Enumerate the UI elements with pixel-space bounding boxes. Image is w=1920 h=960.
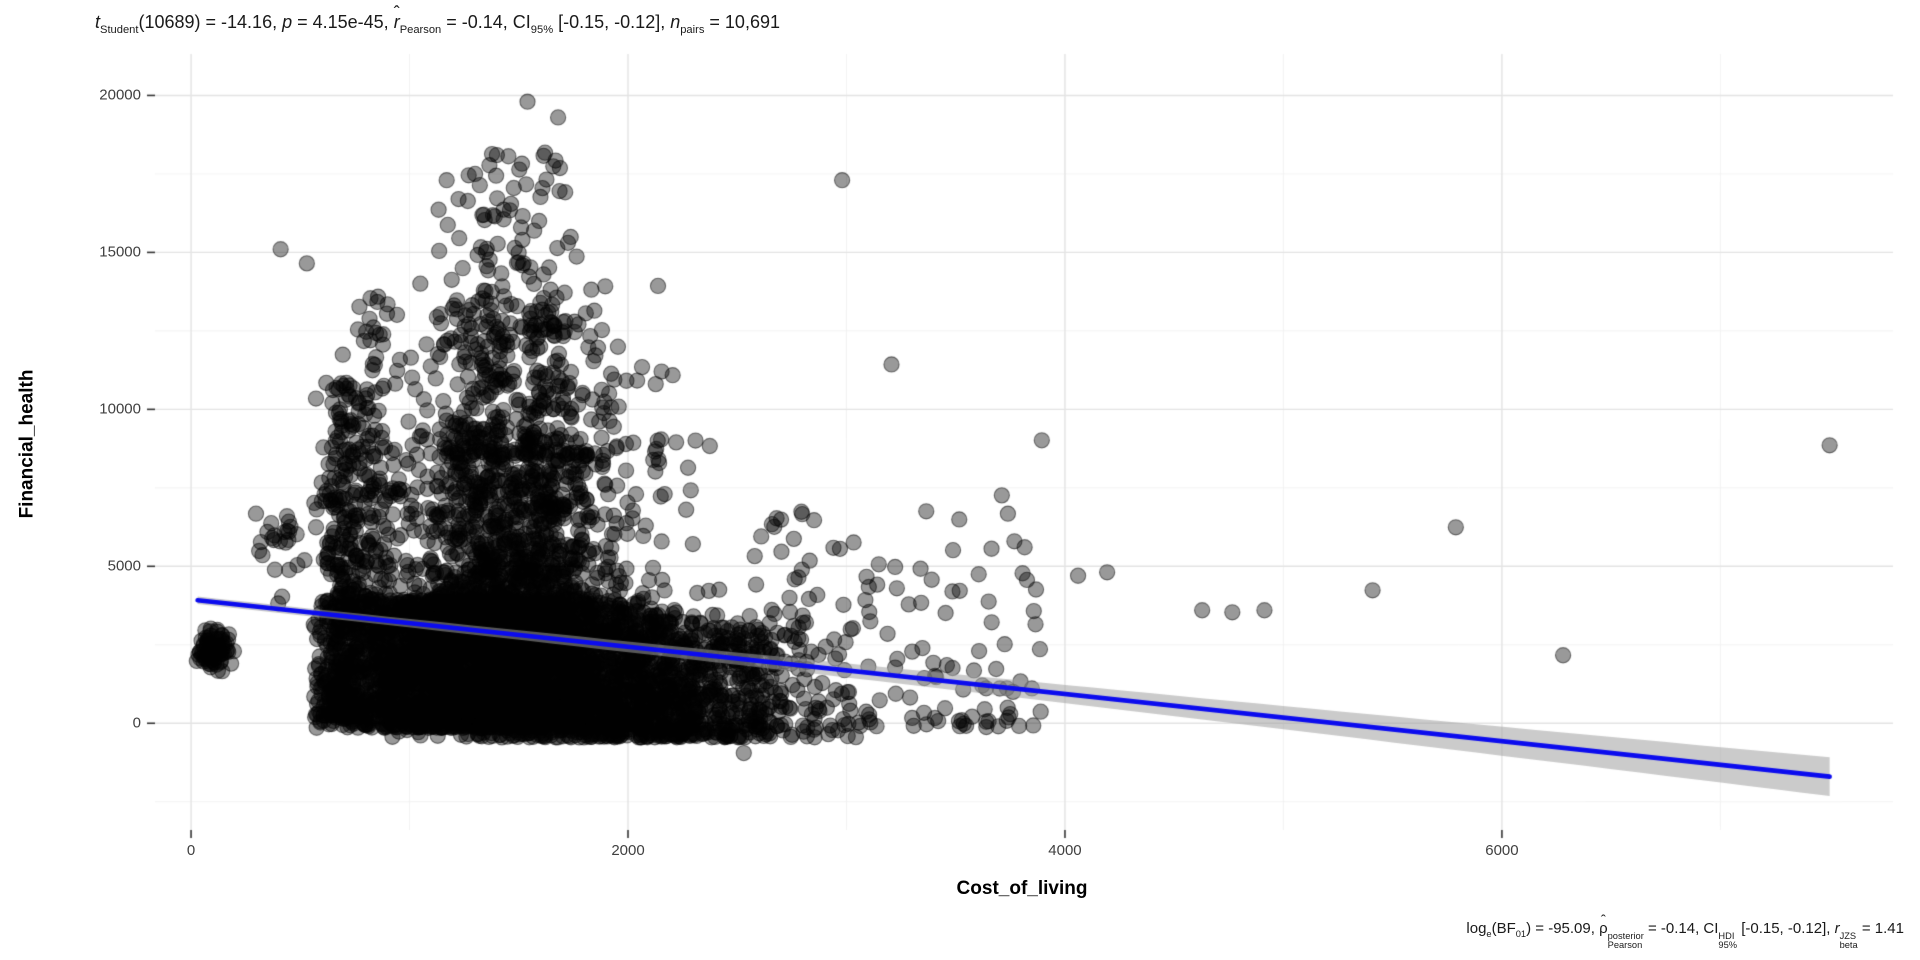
y-tick-label: 20000 xyxy=(99,86,141,104)
title-segment: = 4.15e-45, xyxy=(292,12,394,32)
title-segment: ˆ rPearson xyxy=(393,2,442,37)
y-axis-title-text: Financial_health xyxy=(16,369,38,519)
caption-segment: loge xyxy=(1466,920,1492,940)
y-tick-label: 5000 xyxy=(107,557,141,575)
y-axis-title: Financial_health xyxy=(17,57,39,832)
caption-segment: = -0.14, CI HDI 95% xyxy=(1643,920,1738,951)
y-tick-label: 10000 xyxy=(99,400,141,418)
title-segment: tStudent xyxy=(95,12,139,37)
x-tick-label: 2000 xyxy=(611,842,645,859)
title-segment: p xyxy=(282,12,293,32)
caption-stats: loge(BF01) = -95.09, ˆ ρ posterior Pearson … xyxy=(1466,912,1904,951)
title-segment: (10689) = -14.16, xyxy=(138,12,283,32)
caption-segment: (BF01 xyxy=(1491,920,1527,940)
x-axis-title: Cost_of_living xyxy=(0,878,1920,900)
title-segment: npairs xyxy=(670,12,705,37)
plot-title-stats: tStudent(10689) = -14.16, p = 4.15e-45, … xyxy=(95,2,780,37)
y-tick-label: 15000 xyxy=(99,243,141,261)
caption-segment: = 1.41 xyxy=(1857,920,1904,937)
caption-segment: ˆ ρ posterior Pearson xyxy=(1599,912,1644,951)
x-tick-label: 0 xyxy=(186,842,196,859)
caption-segment: ) = -95.09, xyxy=(1526,920,1600,937)
title-segment: = -0.14, CI95% xyxy=(441,12,554,37)
x-tick-label: 6000 xyxy=(1485,842,1519,859)
title-segment: = 10,691 xyxy=(704,12,780,32)
y-tick-label: 0 xyxy=(132,714,141,732)
x-axis-title-text: Cost_of_living xyxy=(956,878,1088,899)
x-tick-label: 4000 xyxy=(1048,842,1082,859)
caption-segment: [-0.15, -0.12], xyxy=(1737,920,1835,937)
caption-segment: r JZS beta xyxy=(1834,920,1858,951)
title-segment: [-0.15, -0.12], xyxy=(553,12,671,32)
